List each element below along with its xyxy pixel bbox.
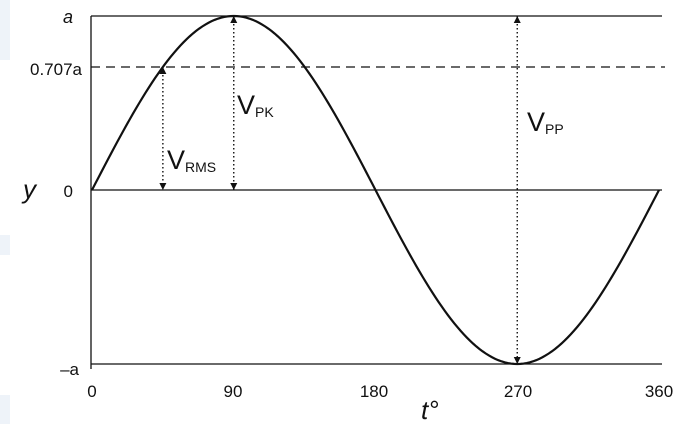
v-pp-main: V: [527, 107, 545, 137]
left-edge-band-top: [0, 0, 10, 60]
x-tick-label-0: 0: [87, 382, 96, 401]
peak-arrow-bottom-head: [230, 183, 238, 190]
v-rms-main: V: [167, 145, 185, 175]
v-pp-sub: PP: [545, 121, 564, 137]
v-pk-label: VPK: [237, 90, 274, 120]
v-rms-label: VRMS: [167, 145, 216, 175]
sine-curve: [91, 14, 660, 366]
y-axis-label: y: [21, 174, 38, 204]
left-edge-band-bottom: [0, 395, 10, 424]
v-rms-sub: RMS: [185, 159, 216, 175]
v-pp-label: VPP: [527, 107, 564, 137]
pp-arrow-top-head: [513, 16, 521, 23]
rms-arrow: [159, 66, 167, 190]
v-pk-sub: PK: [255, 104, 274, 120]
x-axis-label: t°: [421, 395, 439, 424]
y-tick-label-minus-a: –a: [60, 360, 79, 379]
left-edge-band-middle: [0, 235, 10, 255]
x-tick-label-180: 180: [360, 382, 388, 401]
y-tick-label-a: a: [63, 7, 73, 27]
peak-arrow: [230, 16, 238, 190]
rms-arrow-top-head: [159, 66, 167, 74]
x-tick-label-270: 270: [504, 382, 532, 401]
pp-arrow-bottom-head: [513, 357, 521, 364]
y-tick-label-rms: 0.707a: [30, 60, 83, 79]
v-pk-main: V: [237, 90, 255, 120]
x-tick-label-90: 90: [224, 382, 243, 401]
rms-arrow-bottom-head: [159, 183, 167, 190]
peak-to-peak-arrow: [513, 16, 521, 364]
x-tick-label-360: 360: [645, 382, 673, 401]
peak-arrow-top-head: [230, 16, 238, 23]
y-tick-label-zero: 0: [64, 182, 73, 201]
